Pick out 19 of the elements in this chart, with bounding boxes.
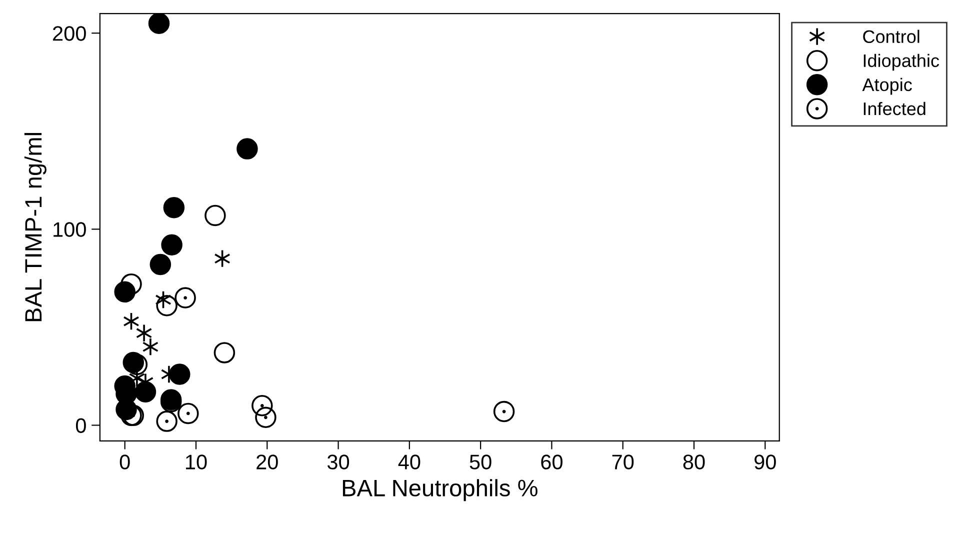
x-tick-label: 20 bbox=[256, 454, 278, 470]
y-tick-label: 100 bbox=[54, 222, 86, 237]
x-tick-label: 70 bbox=[612, 454, 634, 470]
x-tick-label: 90 bbox=[754, 454, 776, 470]
x-tick-label: 40 bbox=[398, 454, 420, 470]
legend-label: Atopic bbox=[862, 78, 912, 95]
x-axis-title: BAL Neutrophils % bbox=[342, 479, 538, 502]
y-axis-title: BAL TIMP-1 ng/ml bbox=[24, 133, 46, 322]
x-tick-label: 60 bbox=[541, 454, 562, 470]
x-tick-label: 80 bbox=[683, 454, 705, 470]
legend-label: Control bbox=[863, 30, 920, 44]
x-tick-label: 30 bbox=[327, 454, 350, 470]
legend-label: Infected bbox=[864, 102, 926, 116]
x-tick-label: 0 bbox=[120, 454, 130, 470]
x-tick-label: 50 bbox=[470, 454, 492, 470]
y-tick-label: 0 bbox=[76, 418, 86, 433]
x-tick-label: 10 bbox=[186, 454, 207, 470]
y-tick-label: 200 bbox=[53, 26, 86, 41]
legend-label: Idiopathic bbox=[864, 54, 940, 71]
